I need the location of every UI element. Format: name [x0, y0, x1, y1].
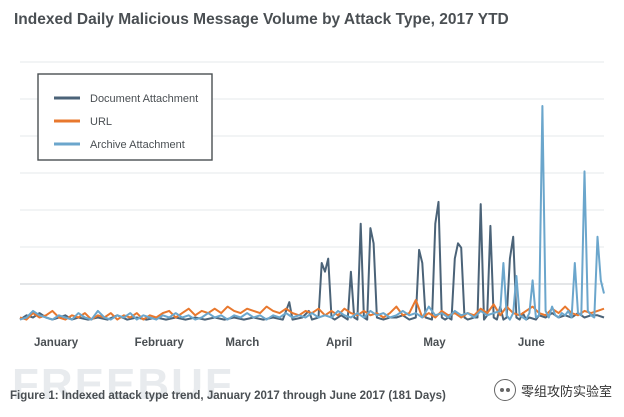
figure-caption: Figure 1: Indexed attack type trend, Jan… — [10, 390, 446, 402]
chart-legend: Document Attachment URL Archive Attachment — [37, 73, 213, 161]
chart-series — [19, 105, 605, 321]
x-tick-label: February — [135, 337, 185, 349]
legend-label: Document Attachment — [90, 93, 198, 105]
legend-label: Archive Attachment — [90, 139, 185, 151]
x-axis-ticks: January February March April May June — [34, 337, 545, 349]
wechat-icon — [493, 379, 516, 401]
series-line-document-attachment — [19, 200, 605, 321]
legend-label: URL — [90, 116, 112, 128]
x-tick-label: May — [423, 337, 446, 349]
watermark-logo: FREEBUF — [12, 360, 234, 409]
brand-mark: 零组攻防实验室 — [493, 379, 612, 401]
x-tick-label: January — [34, 337, 79, 349]
brand-label: 零组攻防实验室 — [520, 383, 612, 399]
x-tick-label: March — [225, 337, 259, 349]
chart-title: Indexed Daily Malicious Message Volume b… — [14, 11, 509, 28]
chart-grid — [20, 61, 604, 285]
x-tick-label: June — [518, 337, 545, 349]
x-tick-label: April — [326, 337, 352, 349]
legend-box — [37, 73, 213, 161]
series-line-archive-attachment — [19, 105, 605, 321]
